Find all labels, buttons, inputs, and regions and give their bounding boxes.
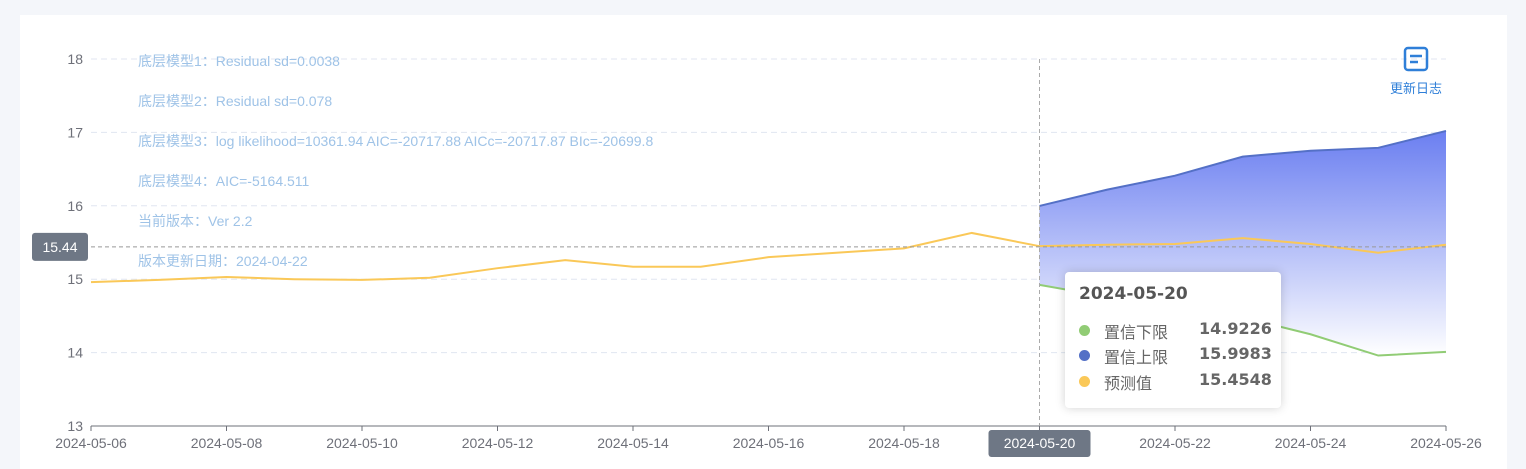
x-tick-label: 2024-05-06: [55, 435, 127, 451]
model-note: 底层模型4：AIC=-5164.511: [138, 173, 310, 189]
tooltip-series-name: 置信下限: [1104, 323, 1169, 342]
crosshair: 15.44 2024-05-20: [32, 59, 1446, 457]
x-tick-label: 2024-05-14: [597, 435, 669, 451]
model-note: 底层模型1：Residual sd=0.0038: [138, 53, 340, 69]
legend-dot-icon: [1079, 350, 1090, 361]
x-tick-label: 2024-05-18: [868, 435, 940, 451]
y-tick-label: 18: [67, 51, 83, 67]
x-tick-label: 2024-05-22: [1139, 435, 1211, 451]
model-note: 当前版本：Ver 2.2: [138, 213, 253, 229]
x-tick-label: 2024-05-16: [733, 435, 805, 451]
y-tick-label: 14: [67, 345, 83, 361]
crosshair-y-label: 15.44: [42, 239, 77, 255]
tooltip-series-name: 置信上限: [1104, 348, 1169, 367]
chart-tooltip: 2024-05-20 置信下限 14.9226 置信上限 15.9983 预测值…: [1065, 272, 1281, 408]
tooltip-series-value: 15.9983: [1199, 344, 1272, 363]
legend-dot-icon: [1079, 376, 1090, 387]
y-tick-label: 15: [67, 271, 83, 287]
tooltip-row-lower: 置信下限 14.9226: [1079, 319, 1274, 342]
crosshair-x-label: 2024-05-20: [1004, 435, 1076, 451]
forecast-chart[interactable]: 13 14 15 16 17 18 2024-05-06 2024-05-08 2024-05-…: [20, 15, 1507, 469]
x-tick-label: 2024-05-24: [1275, 435, 1347, 451]
chart-card: 13 14 15 16 17 18 2024-05-06 2024-05-08 2024-05-…: [20, 15, 1507, 469]
tooltip-series-value: 14.9226: [1199, 319, 1272, 338]
update-log-label: 更新日志: [1389, 81, 1442, 96]
y-tick-label: 13: [67, 418, 83, 434]
legend-dot-icon: [1079, 325, 1090, 336]
model-notes: 底层模型1：Residual sd=0.0038 底层模型2：Residual s…: [138, 53, 653, 269]
x-tick-label: 2024-05-26: [1410, 435, 1482, 451]
crosshair-x-badge: [988, 430, 1091, 457]
tooltip-series-name: 预测值: [1104, 374, 1153, 393]
model-note: 底层模型2：Residual sd=0.078: [138, 93, 332, 109]
y-tick-label: 16: [67, 198, 83, 214]
tooltip-date: 2024-05-20: [1079, 284, 1188, 304]
x-tick-label: 2024-05-12: [462, 435, 534, 451]
y-tick-label: 17: [67, 124, 83, 140]
x-tick-label: 2024-05-10: [326, 435, 398, 451]
tooltip-row-upper: 置信上限 15.9983: [1079, 344, 1274, 367]
x-tick-label: 2024-05-08: [191, 435, 263, 451]
document-icon: [1403, 46, 1429, 72]
tooltip-series-value: 15.4548: [1199, 370, 1272, 389]
upper-bound-line: [1039, 129, 1447, 207]
crosshair-y-badge: [32, 232, 88, 261]
update-log-button[interactable]: 更新日志: [1384, 46, 1448, 97]
model-note: 底层模型3：log likelihood=10361.94 AIC=-20717…: [138, 133, 653, 149]
tooltip-row-forecast: 预测值 15.4548: [1079, 370, 1274, 393]
model-note: 版本更新日期：2024-04-22: [138, 253, 308, 269]
forecast-line: [90, 231, 1447, 284]
